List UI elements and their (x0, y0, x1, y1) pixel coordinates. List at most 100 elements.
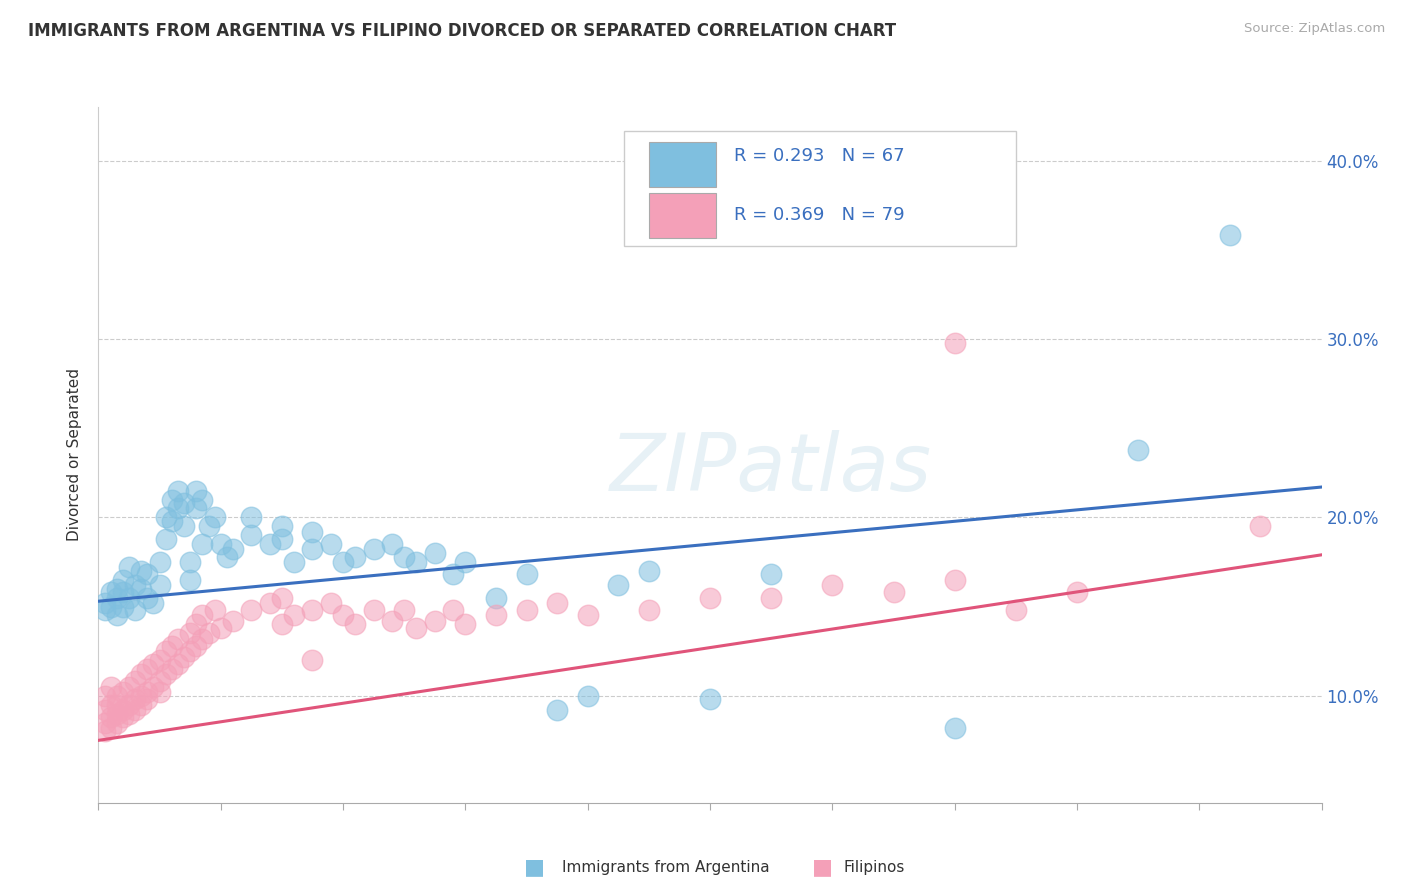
Point (118, 591, 141, 605)
Point (105, 582, 128, 596)
Point (186, 501, 208, 516)
Point (637, 603, 661, 617)
Point (454, 617, 477, 632)
Point (283, 555, 305, 569)
Point (93, 715, 115, 730)
Point (186, 483, 208, 498)
Point (149, 653, 172, 667)
Point (270, 591, 292, 605)
Point (392, 603, 416, 617)
Point (136, 692, 159, 706)
Point (173, 649, 195, 664)
Point (155, 532, 177, 546)
Point (883, 585, 905, 599)
Point (149, 555, 172, 569)
FancyBboxPatch shape (650, 142, 716, 187)
Point (142, 596, 165, 610)
Point (1128, 442, 1150, 457)
Point (93, 689, 115, 703)
Point (576, 608, 599, 623)
Point (129, 698, 152, 712)
Point (392, 549, 416, 564)
Point (197, 626, 219, 640)
Point (441, 567, 464, 582)
Point (332, 608, 354, 623)
Text: Immigrants from Argentina: Immigrants from Argentina (562, 860, 770, 874)
Point (423, 614, 446, 628)
Point (111, 599, 134, 614)
Point (124, 603, 146, 617)
Point (1249, 519, 1271, 533)
Point (301, 653, 323, 667)
Point (259, 596, 281, 610)
Text: R = 0.293   N = 67: R = 0.293 N = 67 (734, 147, 905, 165)
Point (191, 537, 214, 551)
Point (124, 703, 146, 717)
Point (363, 603, 385, 617)
Point (173, 496, 195, 510)
Point (259, 537, 281, 551)
Point (405, 621, 427, 635)
Text: Filipinos: Filipinos (844, 860, 905, 874)
Point (485, 608, 508, 623)
Point (209, 621, 232, 635)
Text: ■: ■ (813, 857, 832, 877)
Point (124, 578, 146, 592)
Point (160, 514, 183, 528)
Point (100, 680, 122, 694)
Point (142, 657, 165, 671)
Point (142, 680, 165, 694)
Point (136, 662, 159, 676)
Point (179, 573, 201, 587)
Point (405, 555, 427, 569)
FancyBboxPatch shape (624, 131, 1015, 246)
Point (1066, 585, 1088, 599)
Point (546, 596, 568, 610)
Point (699, 692, 721, 706)
Point (105, 591, 128, 605)
Point (759, 567, 782, 582)
Point (118, 680, 141, 694)
Point (943, 573, 966, 587)
Point (240, 528, 263, 542)
Point (319, 537, 342, 551)
Point (105, 706, 128, 721)
Point (93, 596, 115, 610)
Point (93, 703, 115, 717)
Point (136, 685, 159, 699)
Point (191, 608, 214, 623)
Point (118, 698, 141, 712)
Text: R = 0.369   N = 79: R = 0.369 N = 79 (734, 206, 905, 224)
Point (155, 667, 177, 681)
Point (191, 492, 214, 507)
Point (576, 689, 599, 703)
Point (100, 698, 122, 712)
Point (111, 585, 134, 599)
Point (319, 596, 342, 610)
Point (1219, 228, 1241, 243)
Point (111, 685, 134, 699)
Point (423, 546, 446, 560)
Point (441, 603, 464, 617)
Point (516, 603, 538, 617)
Point (546, 703, 568, 717)
Point (160, 639, 183, 653)
Point (124, 674, 146, 689)
Point (136, 591, 159, 605)
Point (160, 662, 183, 676)
Point (943, 335, 966, 350)
Point (191, 632, 214, 646)
Point (100, 710, 122, 724)
FancyBboxPatch shape (650, 193, 716, 238)
Point (209, 537, 232, 551)
Point (270, 532, 292, 546)
Point (301, 524, 323, 539)
Point (129, 582, 152, 596)
Point (240, 510, 263, 524)
Point (283, 608, 305, 623)
Point (111, 573, 134, 587)
Point (1004, 603, 1026, 617)
Point (270, 617, 292, 632)
Point (301, 603, 323, 617)
Text: ZIPatlas: ZIPatlas (610, 430, 932, 508)
